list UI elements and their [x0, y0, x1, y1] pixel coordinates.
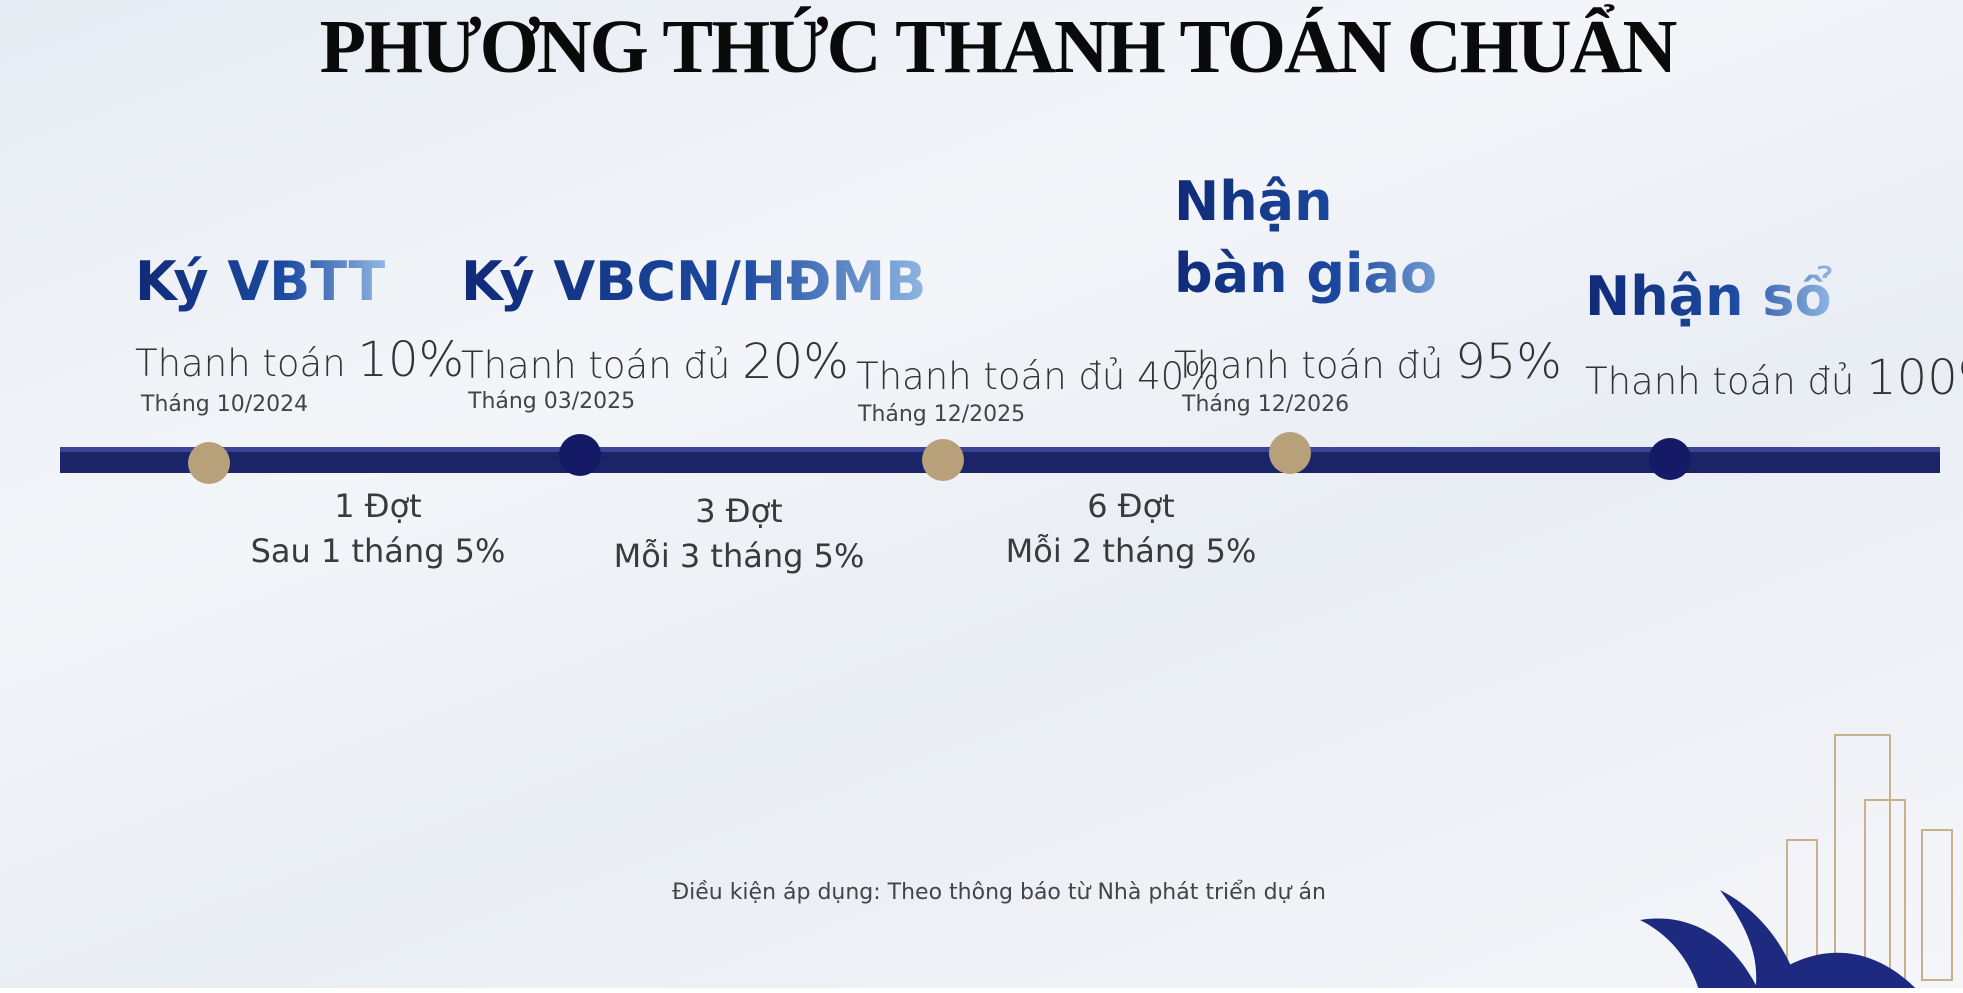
timeline-highlight [60, 447, 1940, 452]
milestone-date: Tháng 12/2025 [858, 402, 1026, 427]
payment-percent: 100% [1866, 350, 1963, 406]
payment: Thanh toán 10% [135, 332, 464, 388]
payment-label: Thanh toán đủ [1174, 344, 1444, 387]
payment: Thanh toán đủ 40% [856, 355, 1219, 398]
interval-count: 6 Đợt [1087, 487, 1175, 525]
payment-percent: 20% [742, 334, 849, 390]
payment-percent: 40% [1137, 355, 1220, 398]
milestone-date: Tháng 10/2024 [141, 392, 309, 417]
leaf-decoration [1640, 890, 1920, 993]
interval-schedule: Mỗi 2 tháng 5% [1005, 532, 1257, 570]
payment-label: Thanh toán đủ [461, 344, 731, 387]
interval: 3 Đợt Mỗi 3 tháng 5% [614, 489, 865, 579]
milestone-heading: Nhận sổ [1585, 261, 1832, 333]
milestone-dot [1649, 438, 1691, 480]
interval-schedule: Mỗi 3 tháng 5% [613, 537, 865, 575]
building-decoration [1786, 734, 1953, 981]
payment-label: Thanh toán [135, 342, 346, 385]
milestone-date: Tháng 03/2025 [468, 389, 636, 414]
payment-percent: 95% [1455, 334, 1562, 390]
milestone-heading: Ký VBTT [135, 246, 385, 318]
interval-count: 1 Đợt [334, 487, 422, 525]
milestone-dot [922, 439, 964, 481]
footnote: Điều kiện áp dụng: Theo thông báo từ Nhà… [672, 880, 1326, 905]
milestone-heading: Nhận bàn giao [1174, 166, 1464, 310]
milestone-dot [1269, 432, 1311, 474]
payment-label: Thanh toán đủ [1585, 360, 1855, 403]
interval: 6 Đợt Mỗi 2 tháng 5% [1006, 484, 1257, 574]
title: PHƯƠNG THỨC THANH TOÁN CHUẨN [319, 5, 1678, 89]
interval-count: 3 Đợt [695, 492, 783, 530]
payment: Thanh toán đủ 95% [1174, 334, 1562, 390]
interval: 1 Đợt Sau 1 tháng 5% [251, 484, 506, 574]
milestone-date: Tháng 12/2026 [1182, 392, 1350, 417]
milestone-dot [559, 434, 601, 476]
payment-label: Thanh toán đủ [856, 355, 1126, 398]
payment: Thanh toán đủ 100% [1585, 350, 1963, 406]
milestone-heading: Ký VBCN/HĐMB [461, 246, 926, 318]
payment-percent: 10% [357, 332, 465, 388]
bottom-strip [0, 988, 1963, 993]
payment: Thanh toán đủ 20% [461, 334, 849, 390]
milestone-dot [188, 442, 230, 484]
interval-schedule: Sau 1 tháng 5% [250, 532, 506, 570]
